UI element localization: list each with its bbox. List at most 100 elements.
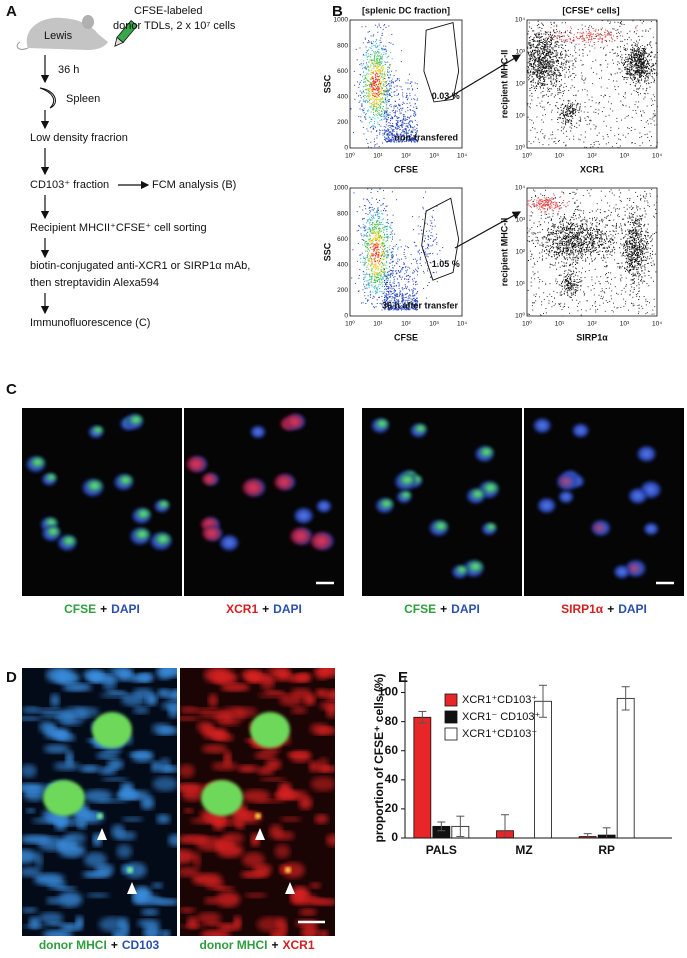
event-dot — [545, 55, 547, 57]
event-dot — [531, 52, 533, 54]
event-dot — [377, 61, 379, 63]
event-dot — [642, 142, 643, 144]
event-dot — [553, 67, 555, 69]
event-dot — [540, 62, 542, 64]
event-dot — [534, 71, 536, 73]
event-dot — [417, 130, 419, 132]
event-dot — [392, 140, 394, 142]
event-dot — [542, 121, 544, 123]
event-dot — [382, 101, 384, 103]
event-dot — [396, 125, 398, 127]
event-dot — [406, 308, 408, 310]
event-dot — [408, 88, 410, 90]
event-dot — [397, 300, 399, 302]
event-dot — [384, 129, 386, 131]
event-dot — [369, 234, 371, 236]
event-dot — [364, 274, 366, 276]
event-dot — [366, 243, 368, 245]
event-dot — [402, 92, 404, 94]
event-dot — [373, 262, 375, 264]
event-dot — [384, 83, 386, 85]
event-dot — [386, 277, 388, 279]
event-dot — [581, 24, 583, 26]
event-dot — [391, 78, 393, 80]
event-dot — [543, 52, 545, 53]
event-dot — [388, 307, 389, 309]
event-dot — [379, 84, 381, 86]
event-dot — [635, 67, 637, 69]
event-dot — [575, 94, 577, 96]
event-dot — [542, 57, 544, 59]
event-dot — [643, 20, 644, 22]
event-dot — [375, 256, 377, 258]
event-dot — [640, 54, 642, 56]
event-dot — [416, 135, 417, 137]
event-dot — [380, 254, 382, 256]
event-dot — [417, 250, 419, 252]
event-dot — [386, 290, 388, 292]
event-dot — [371, 62, 373, 64]
event-dot — [382, 281, 384, 283]
event-dot — [365, 262, 367, 263]
event-dot — [554, 73, 555, 75]
event-dot — [649, 68, 651, 70]
event-dot — [544, 84, 546, 86]
event-dot — [373, 257, 375, 259]
event-dot — [534, 128, 536, 130]
event-dot — [403, 305, 405, 307]
event-dot — [569, 106, 571, 107]
event-dot — [549, 34, 551, 35]
event-dot — [369, 127, 371, 129]
event-dot — [391, 191, 393, 193]
event-dot — [408, 117, 410, 119]
event-dot — [572, 108, 574, 110]
event-dot — [373, 239, 375, 240]
event-dot — [398, 117, 399, 119]
event-dot — [387, 66, 389, 68]
event-dot — [636, 71, 638, 73]
event-dot — [406, 306, 408, 308]
event-dot — [552, 134, 554, 136]
event-dot — [400, 293, 402, 295]
event-dot — [403, 263, 405, 265]
event-dot — [527, 76, 529, 78]
event-dot — [379, 264, 381, 266]
event-dot — [373, 266, 375, 268]
event-dot — [373, 270, 375, 272]
event-dot — [398, 296, 400, 298]
event-dot — [568, 106, 570, 107]
event-dot — [409, 92, 411, 94]
x-tick-label: 10⁰ — [345, 152, 355, 160]
event-dot — [408, 302, 409, 304]
event-dot — [553, 62, 554, 64]
event-dot — [381, 242, 383, 244]
event-dot — [540, 53, 542, 55]
event-dot — [379, 239, 381, 241]
event-dot — [645, 80, 647, 82]
event-dot — [608, 78, 610, 80]
event-dot — [551, 52, 553, 54]
event-dot — [412, 298, 414, 299]
event-dot — [628, 63, 630, 65]
event-dot — [367, 130, 369, 132]
event-dot — [388, 116, 389, 118]
event-dot — [422, 208, 424, 210]
event-dot — [598, 103, 600, 105]
event-dot — [377, 70, 378, 72]
event-dot — [378, 227, 379, 229]
event-dot — [391, 110, 393, 112]
event-dot — [401, 132, 403, 134]
event-dot — [538, 41, 540, 43]
event-dot — [372, 90, 373, 92]
event-dot — [543, 57, 545, 59]
event-dot — [539, 41, 541, 43]
event-dot — [390, 118, 392, 120]
event-dot — [633, 57, 635, 59]
event-dot — [542, 45, 544, 47]
event-dot — [439, 250, 441, 252]
event-dot — [414, 115, 416, 117]
event-dot — [371, 45, 373, 47]
event-dot — [555, 105, 557, 107]
event-dot — [374, 70, 376, 72]
event-dot — [380, 110, 382, 112]
